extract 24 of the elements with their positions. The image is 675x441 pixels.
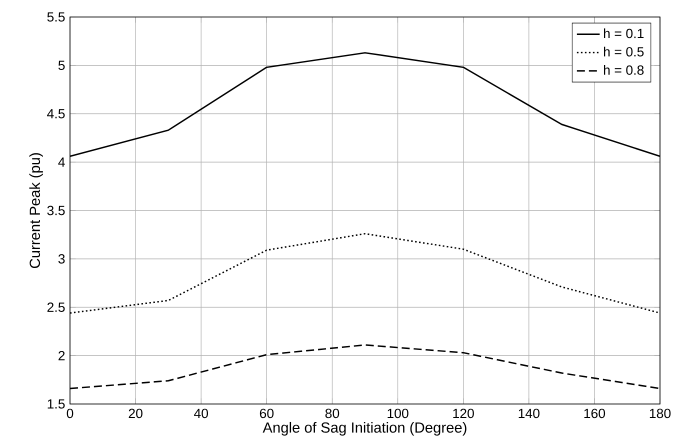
y-tick-label: 2.5 xyxy=(47,302,65,312)
x-tick-label: 100 xyxy=(388,408,408,418)
x-tick-label: 20 xyxy=(128,408,142,418)
y-tick-label: 4 xyxy=(58,158,65,167)
y-tick-label: 1.5 xyxy=(48,399,65,409)
x-tick-label: 120 xyxy=(453,408,474,418)
x-tick-label: 160 xyxy=(584,408,606,418)
x-tick-label: 80 xyxy=(325,408,340,418)
y-tick-label: 2 xyxy=(58,350,65,360)
legend-label: h = 0.1 xyxy=(604,28,644,38)
x-tick-label: 40 xyxy=(194,408,208,418)
x-tick-label: 180 xyxy=(650,408,671,418)
x-axis-title: Angle of Sag Initiation (Degree) xyxy=(262,422,466,436)
y-tick-label: 5 xyxy=(58,60,65,70)
y-tick-label: 5.5 xyxy=(47,12,65,22)
x-tick-label: 0 xyxy=(66,408,74,418)
x-tick-label: 140 xyxy=(518,408,540,418)
x-tick-label: 60 xyxy=(260,408,274,418)
y-tick-label: 3 xyxy=(58,254,65,264)
legend-label: h = 0.8 xyxy=(604,65,644,75)
y-tick-label: 4.5 xyxy=(47,109,65,118)
y-axis-title: Current Peak (pu) xyxy=(29,153,43,268)
y-tick-label: 3.5 xyxy=(47,206,65,216)
legend-label: h = 0.5 xyxy=(604,46,644,57)
